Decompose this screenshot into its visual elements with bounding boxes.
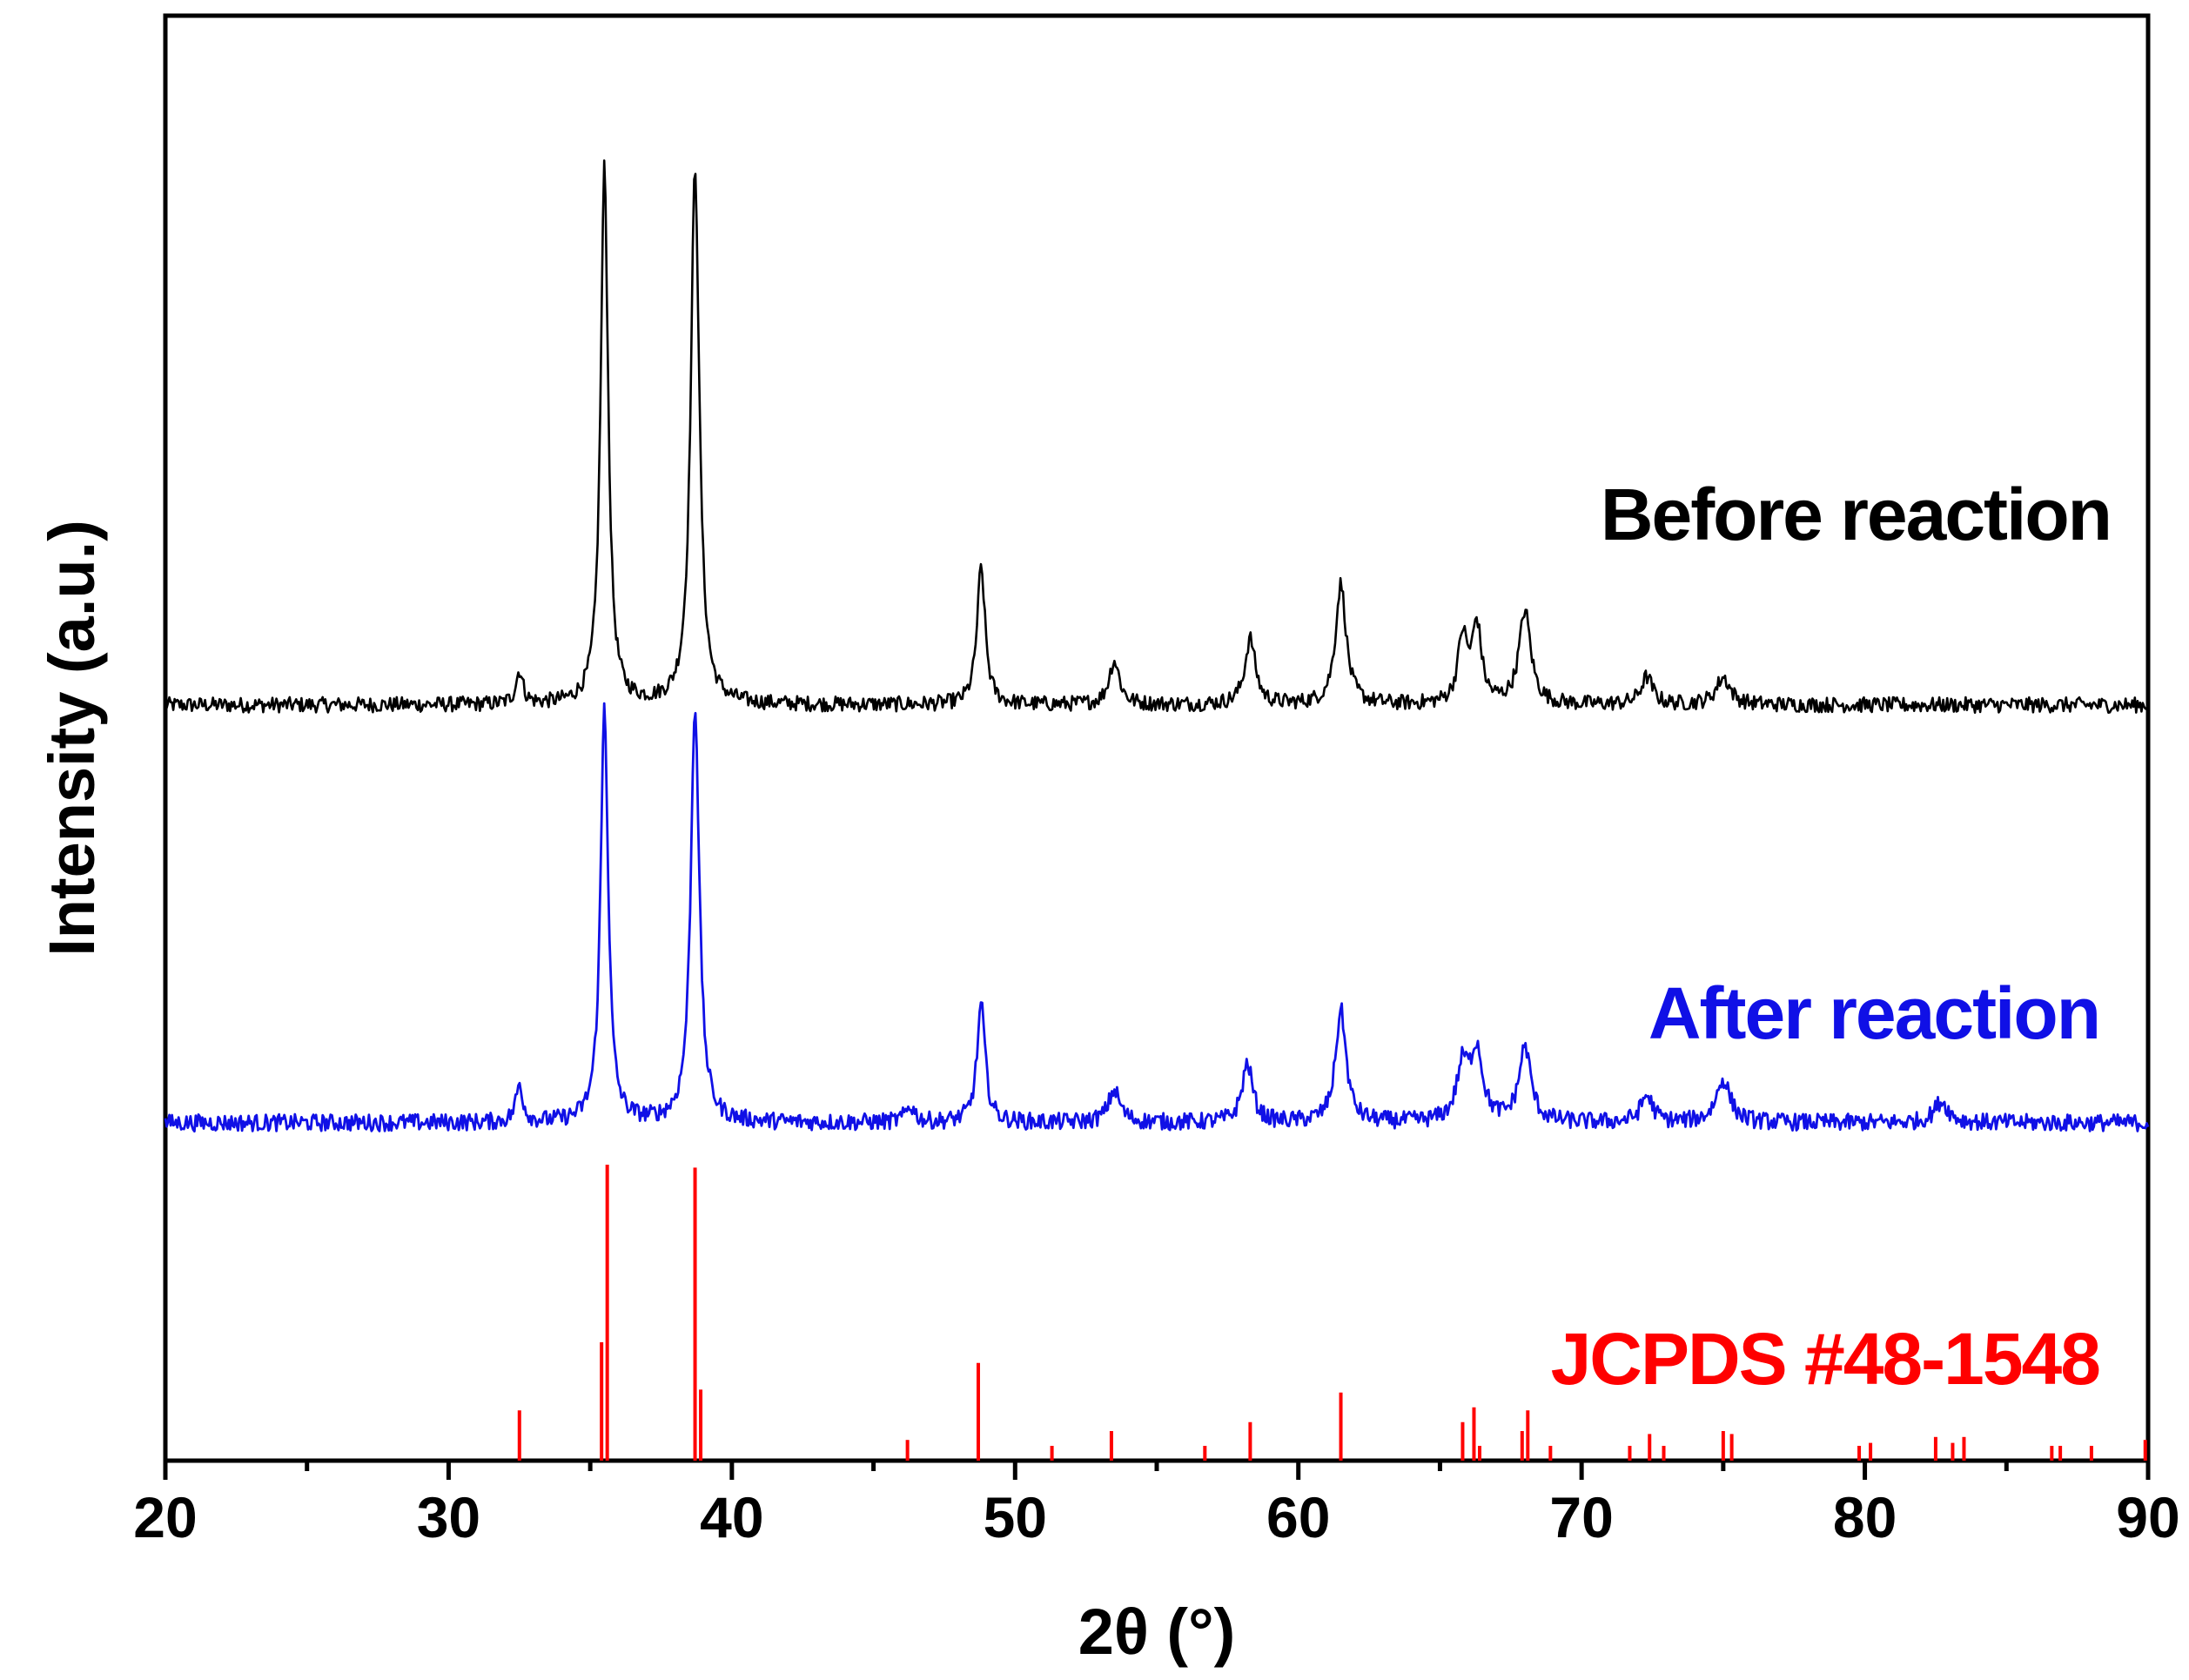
x-tick-label: 80 — [1833, 1485, 1897, 1549]
x-tick-label: 30 — [417, 1485, 480, 1549]
before-reaction-trace — [164, 159, 2149, 714]
plot-frame — [163, 13, 2151, 1463]
x-axis-ticks — [163, 1461, 2151, 1480]
x-axis-title: 2θ (°) — [1078, 1596, 1236, 1668]
after-reaction-label: After reaction — [1648, 972, 2099, 1054]
x-axis-tick-labels: 20 30 40 50 60 70 80 90 — [133, 1485, 2179, 1549]
x-tick-label: 20 — [133, 1485, 197, 1549]
reference-label: JCPDS #48-1548 — [1551, 1318, 2100, 1400]
after-reaction-trace — [164, 702, 2150, 1132]
x-tick-label: 70 — [1549, 1485, 1613, 1549]
x-tick-label: 90 — [2116, 1485, 2179, 1549]
x-tick-label: 50 — [984, 1485, 1047, 1549]
y-axis-title: Intensity (a.u.) — [36, 520, 108, 957]
before-reaction-label: Before reaction — [1601, 474, 2111, 555]
x-tick-label: 60 — [1266, 1485, 1330, 1549]
reference-sticks — [517, 1165, 2147, 1461]
x-tick-label: 40 — [700, 1485, 763, 1549]
